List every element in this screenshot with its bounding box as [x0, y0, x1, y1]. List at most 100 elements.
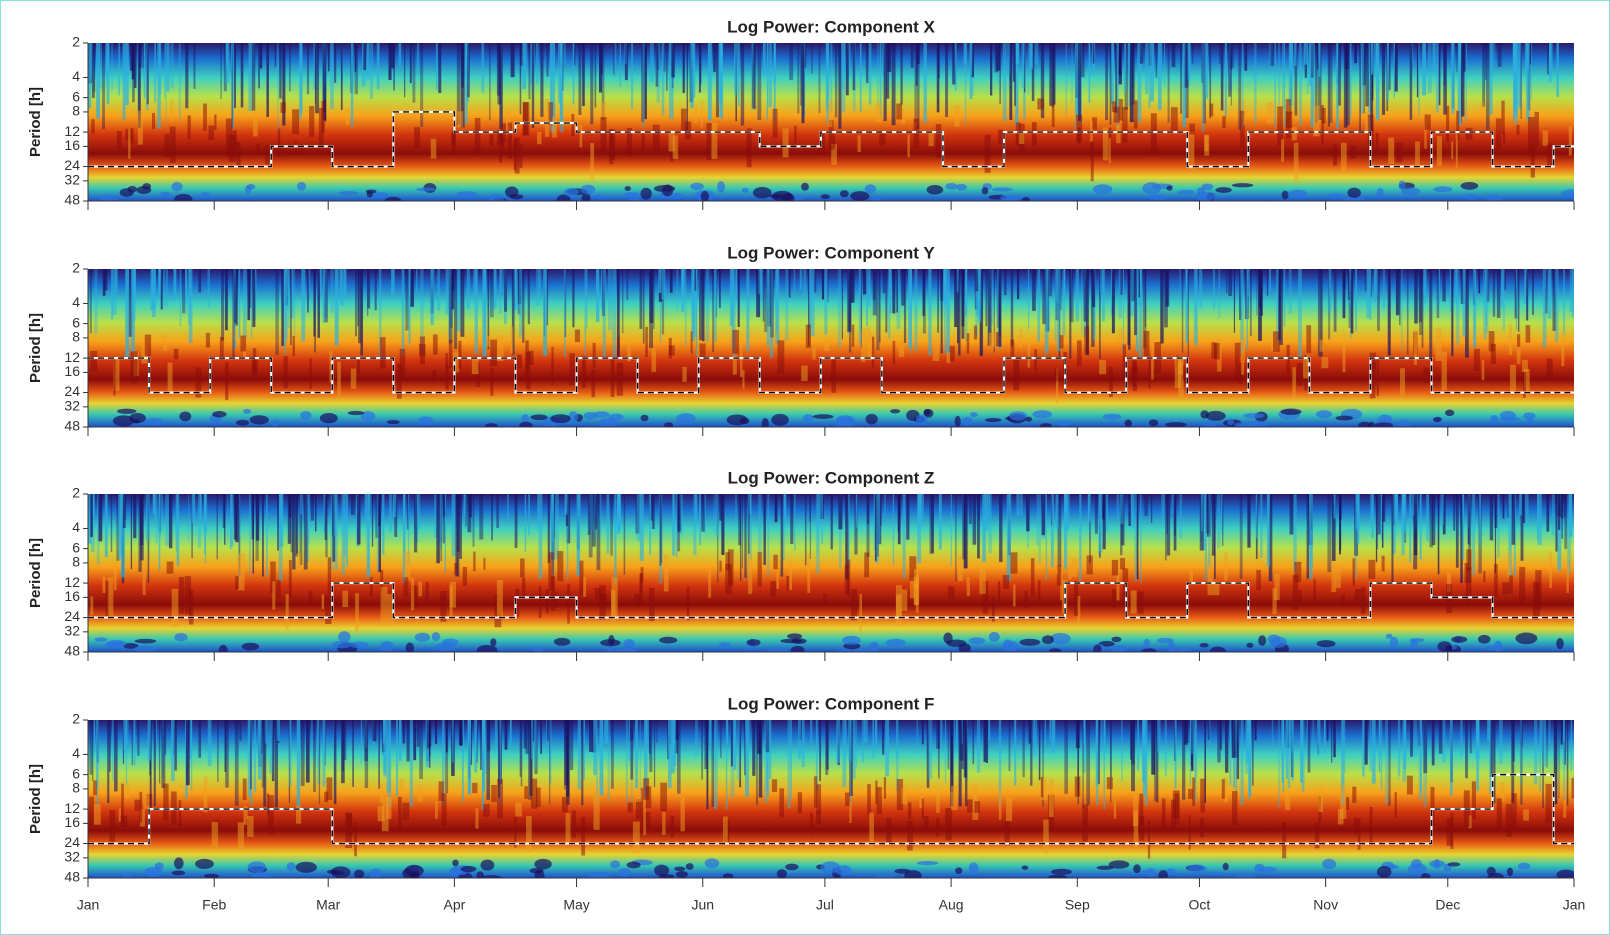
texture: [987, 269, 992, 346]
texture: [685, 863, 694, 870]
texture: [1393, 43, 1395, 98]
texture: [369, 577, 373, 597]
texture: [249, 269, 252, 308]
texture: [1274, 43, 1276, 128]
texture: [140, 809, 145, 827]
texture: [1016, 494, 1020, 517]
texture: [1526, 417, 1534, 425]
texture: [364, 720, 368, 762]
texture: [1077, 127, 1081, 144]
texture: [1335, 415, 1354, 421]
texture: [639, 269, 643, 329]
texture: [1151, 720, 1156, 775]
texture: [479, 494, 484, 540]
texture: [913, 577, 920, 605]
texture: [1352, 558, 1356, 586]
texture: [130, 269, 135, 353]
texture: [916, 860, 939, 866]
texture: [968, 862, 979, 875]
texture: [1008, 494, 1012, 543]
texture: [1269, 269, 1272, 292]
texture: [1049, 720, 1052, 742]
texture: [277, 128, 281, 158]
texture: [381, 494, 385, 555]
texture: [1482, 43, 1485, 107]
texture: [644, 811, 651, 830]
texture: [1166, 185, 1173, 191]
texture: [817, 494, 819, 555]
texture: [96, 494, 100, 565]
texture: [775, 269, 780, 344]
texture: [211, 822, 219, 847]
texture: [1004, 821, 1010, 846]
texture: [452, 859, 459, 867]
texture: [279, 494, 284, 547]
texture: [929, 494, 931, 554]
texture: [93, 804, 101, 825]
texture: [531, 43, 535, 128]
texture: [888, 269, 891, 339]
texture: [594, 588, 602, 599]
texture: [946, 639, 967, 647]
texture: [1219, 43, 1221, 64]
texture: [1191, 720, 1194, 770]
texture: [668, 130, 675, 152]
texture: [1245, 720, 1249, 775]
texture: [150, 269, 154, 311]
texture: [746, 128, 752, 168]
texture: [692, 43, 696, 98]
texture: [635, 720, 638, 789]
texture: [1475, 720, 1480, 759]
texture: [957, 269, 959, 344]
texture: [1472, 494, 1476, 575]
texture: [1210, 871, 1220, 876]
texture: [1344, 720, 1346, 773]
texture: [319, 412, 338, 424]
texture: [296, 720, 301, 807]
texture: [300, 411, 312, 420]
texture: [355, 269, 357, 337]
texture: [1281, 720, 1284, 783]
texture: [608, 269, 613, 331]
chart-title: Log Power: Component Z: [728, 468, 935, 487]
texture: [872, 720, 875, 759]
texture: [1561, 189, 1574, 198]
texture: [706, 122, 712, 161]
y-tick-label: 2: [72, 34, 80, 50]
texture: [1353, 818, 1358, 835]
texture: [1547, 269, 1552, 319]
texture: [268, 720, 273, 775]
texture: [1111, 636, 1122, 643]
texture: [388, 720, 392, 807]
texture: [581, 192, 591, 201]
texture: [507, 494, 509, 526]
texture: [1338, 43, 1342, 106]
texture: [455, 494, 460, 577]
texture: [1419, 269, 1423, 336]
texture: [391, 269, 395, 298]
texture: [413, 720, 417, 761]
texture: [1134, 269, 1137, 336]
texture: [909, 577, 915, 599]
texture: [357, 269, 360, 327]
texture: [1494, 494, 1498, 529]
texture: [700, 101, 703, 128]
texture: [438, 781, 444, 801]
texture: [203, 776, 208, 813]
texture: [946, 352, 951, 363]
texture: [389, 494, 392, 532]
texture: [1004, 641, 1019, 652]
texture: [1075, 720, 1080, 749]
texture: [1401, 269, 1403, 351]
texture: [1292, 574, 1299, 610]
texture: [270, 561, 276, 594]
texture: [861, 328, 866, 362]
texture: [1394, 43, 1398, 92]
texture: [1157, 720, 1161, 753]
texture: [1076, 43, 1080, 115]
texture: [1451, 141, 1454, 160]
texture: [161, 494, 163, 531]
texture: [1433, 186, 1453, 193]
texture: [96, 43, 101, 119]
texture: [1519, 567, 1526, 605]
